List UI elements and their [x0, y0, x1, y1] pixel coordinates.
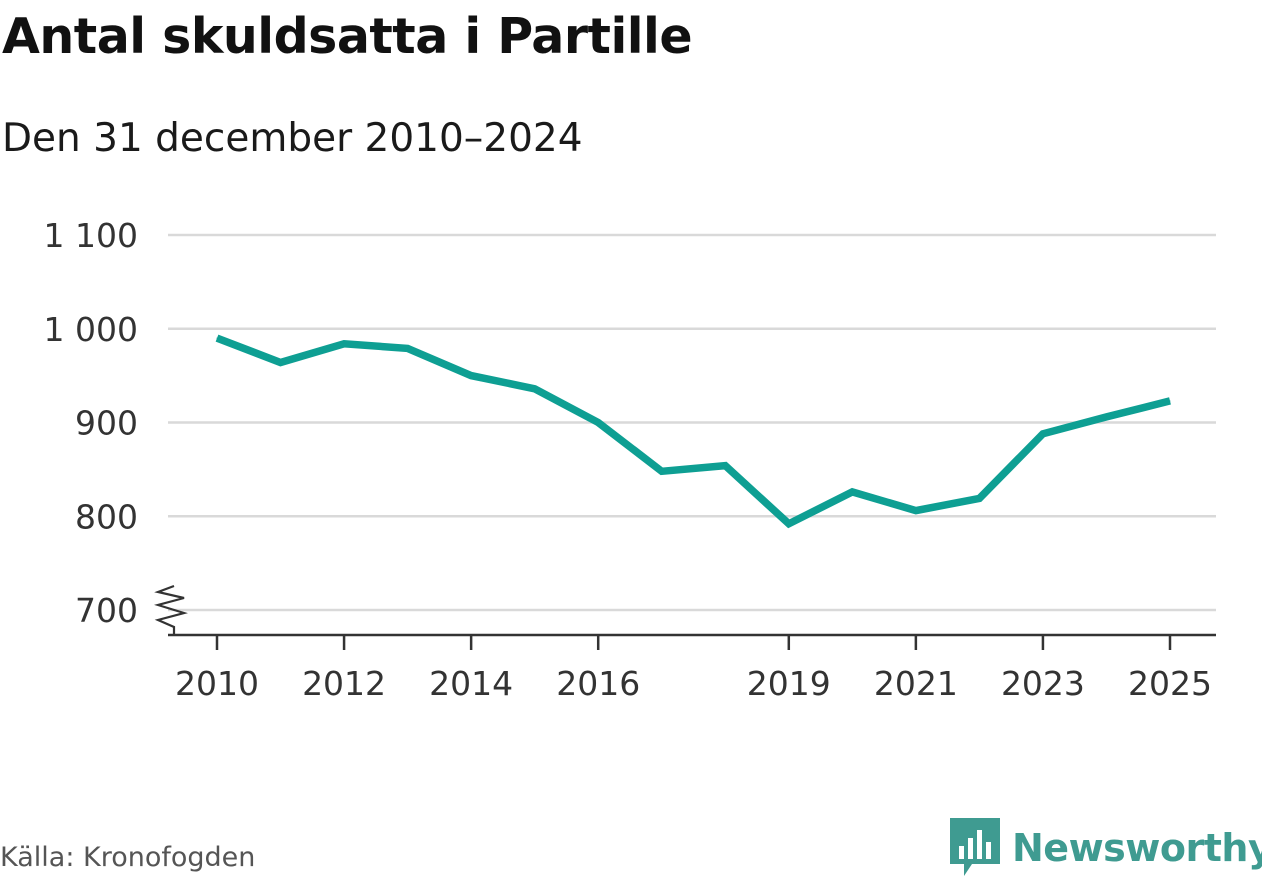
y-tick-label: 900 [75, 404, 138, 443]
axis-break-icon [154, 584, 188, 635]
data-point [407, 347, 409, 349]
data-point [724, 465, 726, 467]
data-point [978, 497, 980, 499]
chart-title: Antal skuldsatta i Partille [2, 8, 693, 65]
series-line [215, 334, 1171, 529]
x-tick-label: 2021 [874, 664, 958, 703]
data-point [216, 337, 218, 339]
data-point [1042, 433, 1044, 435]
data-point [534, 388, 536, 390]
source-note: Källa: Kronofogden [0, 842, 256, 873]
y-tick-label: 1 000 [44, 310, 138, 349]
x-tick-label: 2023 [1001, 664, 1085, 703]
data-point [470, 375, 472, 377]
y-tick-label: 700 [75, 591, 138, 630]
gridlines [168, 233, 1216, 612]
newsworthy-logo-icon [950, 818, 1000, 876]
brand-name: Newsworthy [1012, 826, 1262, 870]
data-point [915, 510, 917, 512]
data-point [343, 343, 345, 345]
data-point [788, 523, 790, 525]
data-point [597, 422, 599, 423]
data-point [1169, 400, 1171, 402]
series-layer [215, 334, 1171, 529]
y-axis-ticks: 700 800 900 1 000 1 100 [44, 216, 188, 635]
chart-subtitle: Den 31 december 2010–2024 [2, 116, 583, 161]
x-axis: 2010 2012 2014 2016 2019 2021 2023 2025 [168, 633, 1216, 703]
brand-logo: Newsworthy [950, 818, 1262, 878]
x-tick-label: 2019 [747, 664, 831, 703]
x-tick-label: 2010 [175, 664, 259, 703]
data-point [661, 470, 663, 472]
data-point [280, 362, 282, 363]
x-tick-label: 2014 [429, 664, 513, 703]
y-tick-label: 800 [75, 497, 138, 536]
x-tick-label: 2012 [302, 664, 386, 703]
x-tick-label: 2025 [1128, 664, 1212, 703]
data-point [851, 491, 853, 493]
y-tick-label: 1 100 [44, 216, 138, 255]
data-point [1105, 416, 1107, 418]
x-tick-label: 2016 [556, 664, 640, 703]
